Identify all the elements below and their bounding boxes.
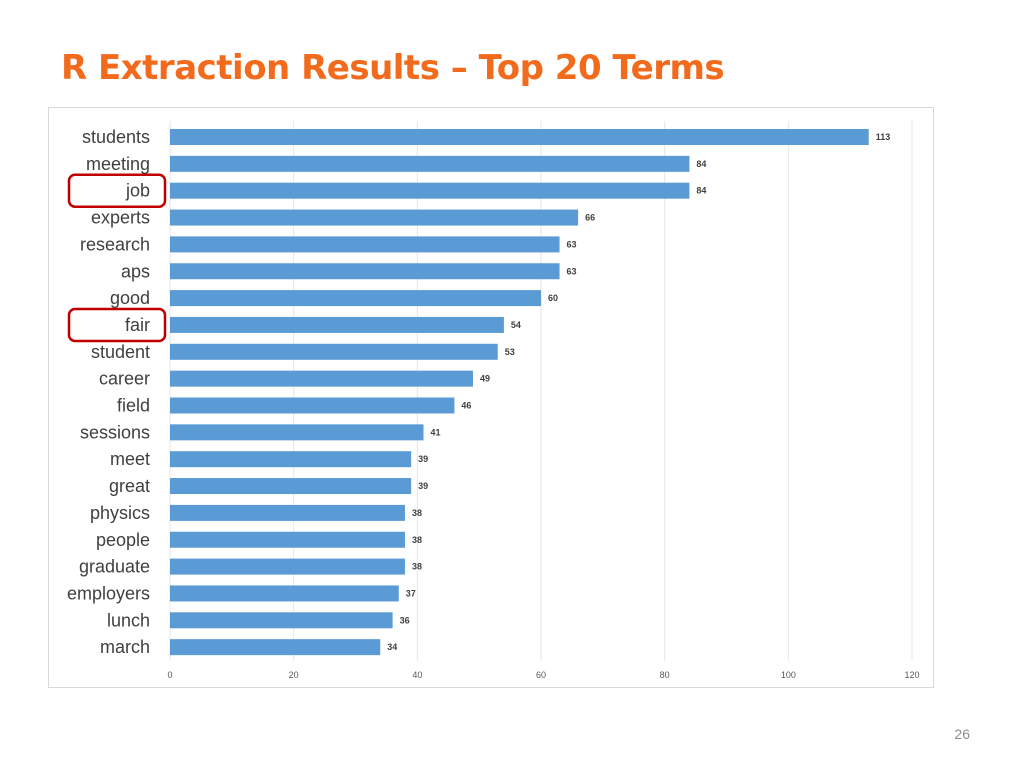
data-label: 54 <box>511 320 521 330</box>
data-label: 39 <box>418 454 428 464</box>
x-tick-label: 40 <box>412 670 422 680</box>
data-label: 60 <box>548 293 558 303</box>
category-label: people <box>96 530 150 550</box>
data-label: 63 <box>567 266 577 276</box>
x-tick-label: 100 <box>781 670 796 680</box>
data-label: 38 <box>412 562 422 572</box>
bar-students <box>170 129 869 145</box>
category-label: research <box>80 234 150 254</box>
data-label: 41 <box>431 427 441 437</box>
data-label: 39 <box>418 481 428 491</box>
data-label: 66 <box>585 213 595 223</box>
bar-march <box>170 639 381 656</box>
data-label: 49 <box>480 374 490 384</box>
data-label: 113 <box>876 132 891 142</box>
data-label: 38 <box>412 508 422 518</box>
category-label: march <box>100 637 150 657</box>
bar-student <box>170 343 498 360</box>
category-label: field <box>117 396 150 416</box>
term-frequency-bar-chart: 0 20 40 60 80 100 120 students 113 meeting 84 job 84… <box>67 121 920 680</box>
category-label: student <box>91 342 150 362</box>
data-label: 34 <box>387 642 397 652</box>
highlight-box-job <box>67 173 167 208</box>
category-label: graduate <box>79 557 150 577</box>
data-label: 63 <box>567 239 577 249</box>
bar-aps <box>170 263 560 280</box>
bar-fair <box>170 316 504 333</box>
category-label: sessions <box>80 422 150 442</box>
highlight-box-fair <box>67 307 167 343</box>
bar-experts <box>170 209 579 226</box>
bar-sessions <box>170 424 424 441</box>
category-label: good <box>110 288 150 308</box>
category-label: fair <box>125 315 150 335</box>
category-label: lunch <box>107 610 150 630</box>
bar-graduate <box>170 558 405 575</box>
bar-meet <box>170 451 412 468</box>
category-label: meet <box>110 449 150 469</box>
x-tick-label: 0 <box>167 670 172 680</box>
category-label: career <box>99 369 150 389</box>
chart-frame: 0 20 40 60 80 100 120 students 113 meeting 84 job 84… <box>48 107 934 688</box>
bar-great <box>170 478 412 495</box>
category-label: job <box>125 181 150 201</box>
bar-employers <box>170 585 399 602</box>
x-tick-label: 60 <box>536 670 546 680</box>
category-label: great <box>109 476 150 496</box>
bar-research <box>170 236 560 253</box>
bar-meeting <box>170 155 690 172</box>
slide-number: 26 <box>954 726 970 742</box>
bar-good <box>170 290 541 307</box>
slide-title: R Extraction Results – Top 20 Terms <box>61 48 725 88</box>
data-label: 84 <box>696 159 706 169</box>
data-label: 84 <box>696 186 706 196</box>
data-label: 38 <box>412 535 422 545</box>
data-label: 46 <box>461 401 471 411</box>
bar-field <box>170 397 455 414</box>
category-label: meeting <box>86 154 150 174</box>
data-label: 37 <box>406 588 416 598</box>
x-tick-label: 20 <box>289 670 299 680</box>
category-label: aps <box>121 261 150 281</box>
category-label: students <box>82 127 150 147</box>
category-label: physics <box>90 503 150 523</box>
bar-career <box>170 370 473 387</box>
data-label: 53 <box>505 347 515 357</box>
data-label: 36 <box>400 615 410 625</box>
category-label: employers <box>67 583 150 603</box>
bar-job <box>170 182 690 199</box>
bar-lunch <box>170 612 393 629</box>
x-tick-label: 80 <box>660 670 670 680</box>
bar-people <box>170 531 405 548</box>
x-tick-label: 120 <box>904 670 919 680</box>
bar-physics <box>170 504 405 521</box>
category-label: experts <box>91 208 150 228</box>
